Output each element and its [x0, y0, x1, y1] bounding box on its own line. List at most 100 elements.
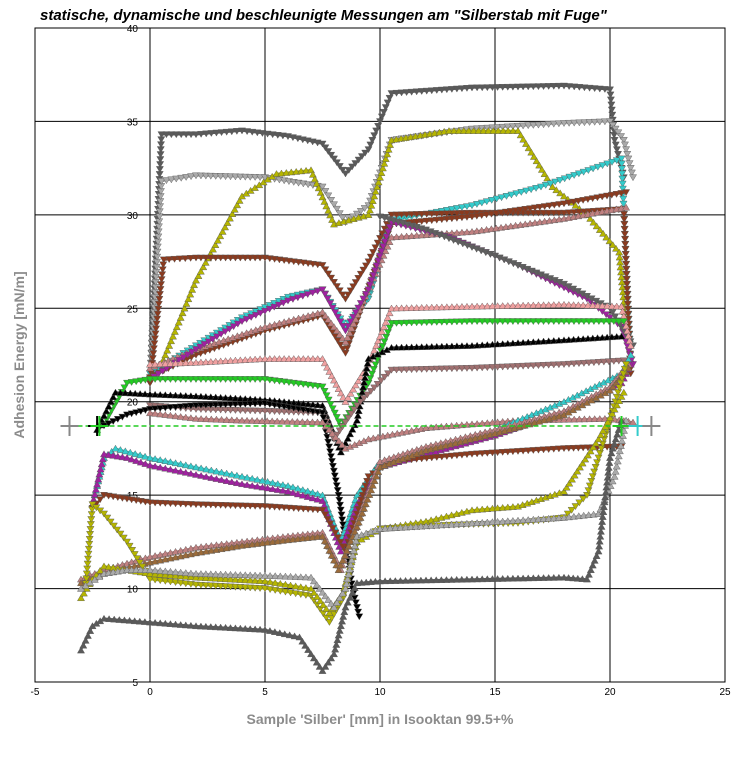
- data-point: [498, 84, 507, 91]
- x-tick-label: 5: [262, 687, 268, 698]
- data-point: [361, 369, 370, 377]
- data-point: [529, 338, 538, 345]
- data-point: [540, 170, 549, 177]
- data-point: [463, 365, 471, 372]
- data-point: [565, 479, 574, 487]
- data-point: [291, 573, 300, 580]
- data-point: [384, 145, 393, 153]
- data-point: [468, 365, 476, 372]
- data-point: [401, 576, 410, 584]
- data-point: [603, 192, 611, 200]
- data-point: [113, 416, 122, 423]
- data-point: [324, 192, 333, 200]
- data-point: [344, 291, 353, 299]
- data-point: [353, 491, 361, 499]
- data-point: [622, 275, 631, 283]
- data-point: [181, 392, 190, 399]
- data-point: [192, 569, 200, 577]
- data-point: [280, 630, 289, 638]
- data-point: [265, 355, 274, 362]
- data-point: [186, 414, 195, 421]
- data-point: [201, 393, 210, 400]
- data-point: [345, 329, 354, 336]
- data-point: [308, 400, 317, 408]
- data-point: [301, 573, 310, 581]
- data-point: [564, 445, 573, 452]
- data-point: [312, 658, 321, 666]
- data-point: [127, 379, 136, 386]
- data-point: [227, 128, 236, 136]
- x-tick-label: 15: [489, 687, 501, 698]
- data-point: [336, 561, 345, 569]
- data-point: [614, 452, 623, 460]
- data-point: [251, 407, 260, 415]
- data-point: [402, 304, 411, 312]
- data-point: [622, 146, 631, 154]
- data-point: [335, 210, 344, 218]
- data-point: [186, 255, 195, 262]
- data-point: [386, 141, 395, 148]
- data-point: [575, 208, 583, 216]
- data-point: [206, 172, 215, 180]
- data-point: [483, 450, 492, 457]
- data-point: [186, 501, 195, 508]
- data-point: [315, 584, 324, 592]
- data-point: [243, 416, 251, 424]
- data-point: [246, 376, 255, 383]
- data-point: [422, 319, 431, 327]
- data-point: [570, 119, 579, 127]
- data-point: [483, 575, 492, 582]
- data-point: [241, 624, 250, 632]
- data-point: [442, 318, 451, 326]
- data-point: [111, 444, 120, 452]
- data-point: [211, 376, 220, 383]
- data-point: [521, 206, 530, 213]
- data-point: [537, 165, 546, 173]
- data-point: [331, 477, 340, 485]
- data-point: [216, 575, 225, 582]
- data-point: [246, 502, 255, 510]
- data-point: [263, 484, 272, 492]
- data-point: [286, 572, 295, 580]
- data-point: [357, 153, 366, 161]
- data-point: [503, 318, 512, 326]
- data-point: [212, 129, 221, 137]
- data-point: [380, 373, 389, 381]
- data-point: [539, 515, 548, 522]
- data-point: [336, 538, 345, 546]
- data-point: [397, 319, 406, 327]
- data-point: [427, 522, 436, 529]
- data-point: [622, 280, 631, 288]
- data-point: [370, 346, 379, 354]
- data-point: [498, 503, 507, 511]
- data-point: [447, 206, 456, 213]
- data-point: [579, 168, 588, 176]
- data-point: [104, 420, 113, 428]
- data-point: [171, 579, 180, 586]
- data-point: [488, 449, 497, 457]
- data-point: [463, 451, 471, 459]
- data-point: [473, 450, 482, 458]
- data-point: [298, 637, 307, 645]
- data-point: [610, 405, 619, 413]
- data-point: [364, 473, 373, 481]
- data-point: [468, 213, 476, 221]
- data-point: [308, 289, 317, 297]
- data-point: [166, 411, 175, 419]
- data-point: [346, 561, 355, 568]
- data-point: [196, 254, 205, 262]
- data-point: [123, 379, 131, 387]
- data-point: [363, 478, 372, 485]
- data-point: [238, 541, 246, 549]
- data-point: [127, 410, 136, 418]
- data-point: [488, 504, 497, 512]
- data-point: [522, 187, 531, 195]
- data-point: [338, 166, 347, 174]
- data-point: [318, 262, 327, 269]
- data-point: [560, 445, 568, 453]
- data-point: [571, 503, 580, 510]
- data-point: [118, 413, 127, 421]
- data-point: [584, 570, 593, 578]
- data-point: [489, 127, 498, 134]
- data-point: [253, 475, 262, 483]
